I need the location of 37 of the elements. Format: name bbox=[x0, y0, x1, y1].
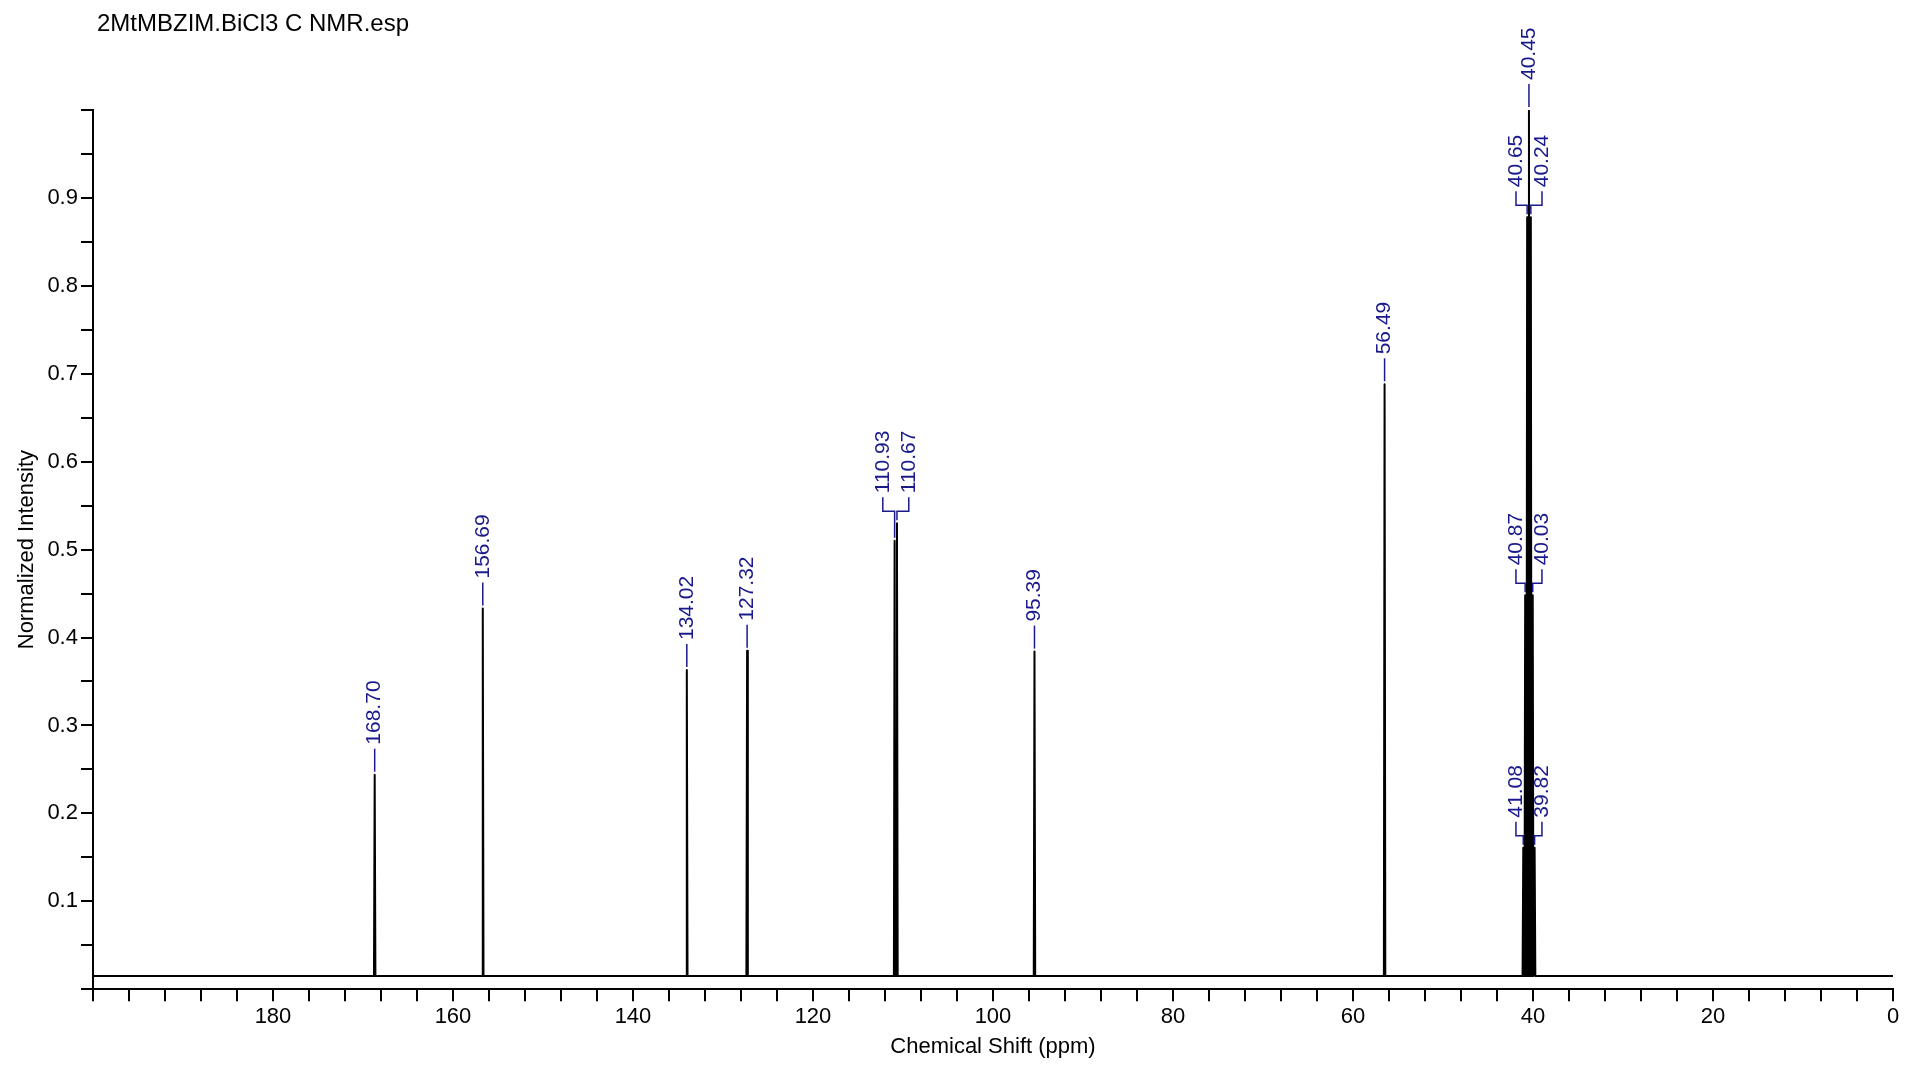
x-tick-label: 160 bbox=[434, 1003, 472, 1029]
annotation: 40.45 bbox=[1515, 27, 1539, 80]
y-tick-label: 0.1 bbox=[47, 887, 78, 913]
x-axis-title: Chemical Shift (ppm) bbox=[890, 1032, 1096, 1058]
y-tick-label: 0.9 bbox=[47, 183, 78, 209]
annotation: 41.08 bbox=[1502, 765, 1526, 818]
annotation: 95.39 bbox=[1021, 569, 1045, 622]
annotation: 39.82 bbox=[1528, 765, 1552, 818]
annotation: 40.65 bbox=[1502, 134, 1526, 188]
x-tick-label: 40 bbox=[1520, 1003, 1546, 1029]
annotation: 156.69 bbox=[469, 514, 493, 579]
y-tick-label: 0.4 bbox=[47, 623, 78, 649]
x-tick-label: 80 bbox=[1160, 1003, 1186, 1029]
annotation: 134.02 bbox=[673, 575, 697, 641]
y-tick-label: 0.7 bbox=[47, 359, 78, 385]
annotation: 40.87 bbox=[1502, 512, 1526, 566]
y-tick-label: 0.2 bbox=[47, 799, 78, 825]
annotation: 127.32 bbox=[733, 556, 757, 621]
annotation: 56.49 bbox=[1371, 301, 1395, 355]
annotation: 40.03 bbox=[1528, 512, 1552, 566]
y-axis-title: Normalized Intensity bbox=[13, 449, 39, 650]
x-tick-label: 100 bbox=[974, 1003, 1012, 1029]
x-tick-label: 180 bbox=[254, 1003, 292, 1029]
chart-title: 2MtMBZIM.BiCl3 C NMR.esp bbox=[96, 8, 410, 36]
annotation: 40.24 bbox=[1528, 134, 1552, 188]
y-tick-label: 0.6 bbox=[47, 447, 78, 473]
x-tick-label: 140 bbox=[614, 1003, 652, 1029]
x-tick-label: 0 bbox=[1886, 1003, 1900, 1029]
y-tick-label: 0.5 bbox=[47, 535, 78, 561]
x-tick-label: 20 bbox=[1700, 1003, 1726, 1029]
y-tick-label: 0.8 bbox=[47, 271, 78, 297]
annotation: 168.70 bbox=[361, 680, 385, 745]
x-tick-label: 60 bbox=[1340, 1003, 1366, 1029]
y-tick-label: 0.3 bbox=[47, 711, 78, 737]
annotation: 110.93 bbox=[869, 430, 893, 494]
annotation: 110.67 bbox=[895, 430, 919, 494]
x-tick-label: 120 bbox=[794, 1003, 832, 1029]
